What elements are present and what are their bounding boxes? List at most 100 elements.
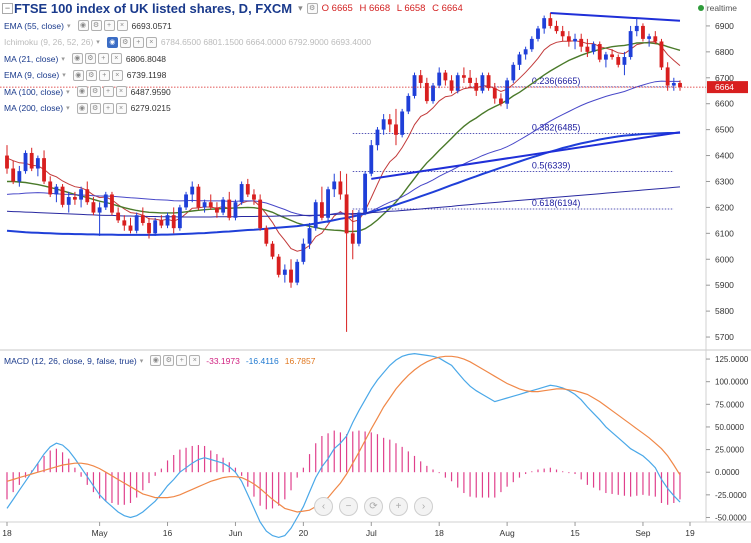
indicator-value: 6806.8048 <box>125 53 167 64</box>
add-icon[interactable]: + <box>132 36 144 48</box>
time-axis-label: May <box>92 528 109 538</box>
candle-body <box>184 194 188 208</box>
gear-icon[interactable]: ⚙ <box>119 36 131 48</box>
time-axis-label: 20 <box>299 528 309 538</box>
moving-average-line <box>6 131 681 236</box>
candle-body <box>177 207 182 229</box>
close-icon[interactable]: × <box>111 69 123 81</box>
macd-toolbox: ◉ ⚙ + × <box>150 355 201 366</box>
candle-body <box>221 199 226 213</box>
candle-body <box>202 202 207 208</box>
candle-body <box>326 189 330 218</box>
chevron-down-icon[interactable]: ▾ <box>67 22 71 30</box>
gear-icon[interactable]: ⚙ <box>90 20 102 31</box>
candle-body <box>437 72 442 86</box>
candle-body <box>239 184 244 203</box>
header-toolbox: ⚙ <box>306 3 318 14</box>
candle-body <box>350 233 355 244</box>
macd-value: -33.1973 <box>206 355 240 366</box>
add-icon[interactable]: + <box>102 102 114 114</box>
macd-axis-label: -50.0000 <box>715 513 747 522</box>
candle-body <box>307 228 312 244</box>
candle-body <box>140 215 145 223</box>
candle-body <box>375 129 380 146</box>
price-axis-label: 6500 <box>715 125 734 135</box>
eye-icon[interactable]: ◉ <box>72 69 84 81</box>
price-axis-label: 6300 <box>715 176 734 186</box>
trendline <box>371 131 681 180</box>
price-axis-label: 6800 <box>715 47 734 57</box>
time-axis-label: Sep <box>635 528 650 538</box>
close-icon[interactable]: × <box>115 86 127 97</box>
last-price-tag <box>707 81 748 94</box>
indicator-name: EMA (55, close) <box>4 20 64 31</box>
indicator-value: 6279.0215 <box>130 103 171 113</box>
candle-body <box>480 75 485 91</box>
chevron-right-icon[interactable]: › <box>414 497 433 516</box>
close-icon[interactable]: × <box>145 36 157 48</box>
candle-body <box>597 44 602 60</box>
candle-body <box>431 85 435 102</box>
close-icon[interactable]: × <box>115 102 127 114</box>
time-axis-label: 18 <box>2 528 12 538</box>
price-axis-label: 6700 <box>715 73 734 83</box>
time-axis-label: Aug <box>500 528 515 538</box>
candle-body <box>363 173 368 213</box>
candle-body <box>245 184 250 195</box>
add-icon[interactable]: + <box>103 20 115 31</box>
reset-icon[interactable]: ⟳ <box>364 497 383 516</box>
chevron-down-icon[interactable]: ▾ <box>66 105 70 112</box>
price-axis-label: 6000 <box>715 254 734 264</box>
settings-icon[interactable]: ⚙ <box>306 3 318 14</box>
eye-icon[interactable]: ◉ <box>71 53 83 64</box>
chevron-down-icon[interactable]: ▾ <box>66 88 70 96</box>
candle-body <box>461 75 466 78</box>
add-icon[interactable]: + <box>98 69 110 81</box>
minus-icon[interactable]: − <box>339 497 358 516</box>
macd-axis-label: 125.0000 <box>715 355 749 364</box>
collapse-legend-button[interactable]: − <box>2 3 13 14</box>
indicator-toolbox: ◉ ⚙ + × <box>76 86 127 97</box>
candle-body <box>171 215 176 229</box>
indicator-toolbox: ◉ ⚙ + × <box>72 69 123 81</box>
macd-legend-name: MACD (12, 26, close, 9, false, true) <box>4 355 137 366</box>
candle-body <box>406 95 411 112</box>
price-axis-label: 5800 <box>715 306 734 316</box>
candle-body <box>54 186 59 195</box>
chevron-down-icon[interactable]: ▾ <box>96 39 100 46</box>
indicator-value: 6784.6500 6801.1500 6664.0000 6792.9000 … <box>160 37 372 47</box>
chevron-down-icon[interactable]: ▾ <box>62 72 66 79</box>
eye-icon[interactable]: ◉ <box>106 36 118 48</box>
eye-icon[interactable]: ◉ <box>76 86 88 97</box>
gear-icon[interactable]: ⚙ <box>89 102 101 114</box>
price-axis-label: 5900 <box>715 280 734 290</box>
close-icon[interactable]: × <box>189 355 201 366</box>
symbol-dropdown-icon[interactable]: ▾ <box>298 3 303 13</box>
add-icon[interactable]: + <box>176 355 188 366</box>
high-value: H 6668 <box>359 3 391 14</box>
chevron-down-icon[interactable]: ▾ <box>61 55 65 63</box>
open-value: O 6665 <box>321 3 353 14</box>
gear-icon[interactable]: ⚙ <box>163 355 175 366</box>
macd-dropdown-icon[interactable]: ▾ <box>139 357 144 365</box>
candle-body <box>369 145 374 174</box>
candle-body <box>641 25 645 39</box>
close-icon[interactable]: × <box>110 53 122 64</box>
gear-icon[interactable]: ⚙ <box>85 69 97 81</box>
gear-icon[interactable]: ⚙ <box>89 86 101 97</box>
eye-icon[interactable]: ◉ <box>77 20 89 31</box>
eye-icon[interactable]: ◉ <box>150 355 162 366</box>
candle-body <box>566 36 571 42</box>
chart-title: FTSE 100 index of UK listed shares, D, F… <box>14 1 293 16</box>
add-icon[interactable]: + <box>102 86 114 97</box>
close-icon[interactable]: × <box>116 20 128 31</box>
eye-icon[interactable]: ◉ <box>76 102 88 114</box>
candle-body <box>264 228 269 244</box>
gear-icon[interactable]: ⚙ <box>84 53 96 64</box>
chevron-left-icon[interactable]: ‹ <box>314 497 333 516</box>
plus-icon[interactable]: + <box>389 497 408 516</box>
live-dot-icon <box>697 5 704 11</box>
add-icon[interactable]: + <box>97 53 109 64</box>
candle-body <box>536 28 540 39</box>
